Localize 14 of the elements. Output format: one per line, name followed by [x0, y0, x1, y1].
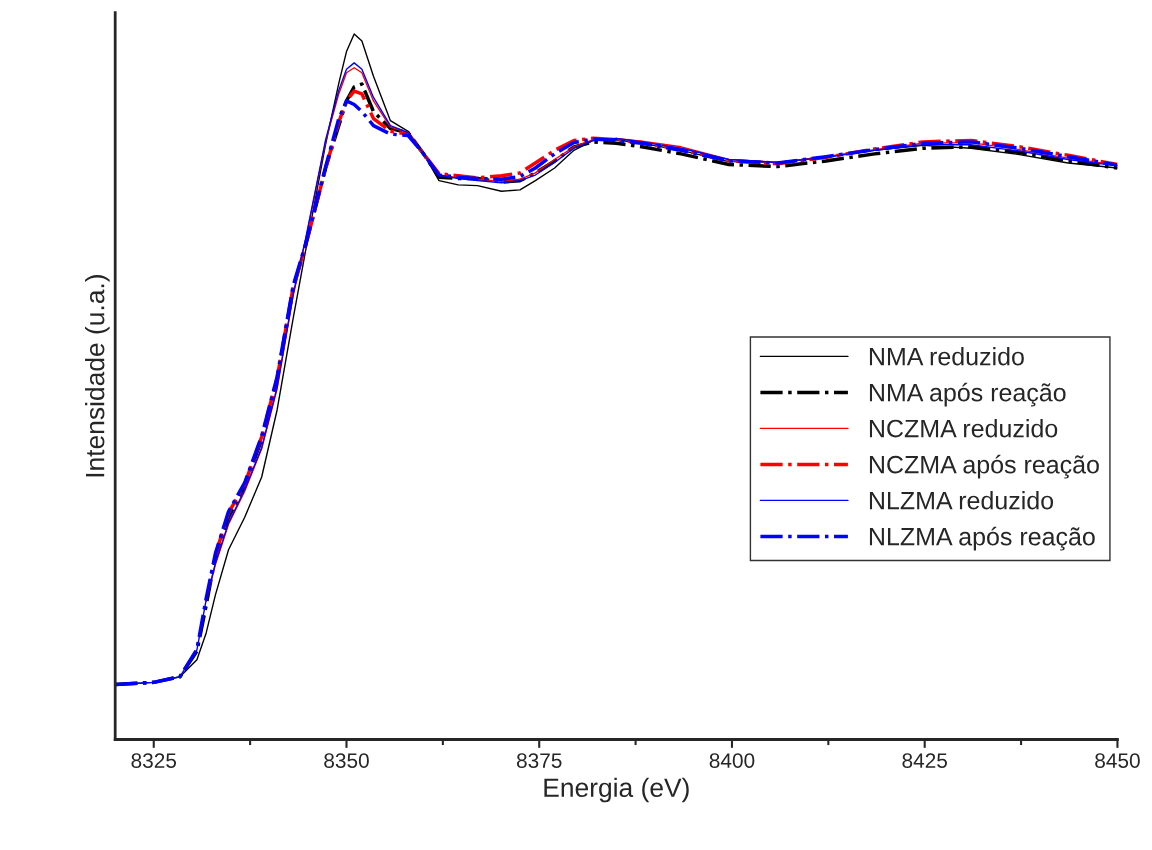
x-axis-title: Energia (eV): [544, 777, 689, 803]
x-tick-label: 8375: [516, 753, 562, 768]
x-tick-label: 8325: [131, 753, 177, 768]
x-tick-label: 8400: [709, 753, 755, 768]
x-tick-label: 8450: [1095, 753, 1140, 768]
legend-label: NLZMA reduzido: [869, 491, 1054, 510]
legend-label: NLZMA após reação: [869, 526, 1095, 551]
legend-label: NMA reduzido: [869, 347, 1024, 366]
x-tick-label: 8425: [902, 753, 947, 768]
y-axis-title: Intensidade (u.a.): [85, 275, 110, 477]
legend-label: NMA após reação: [869, 382, 1066, 407]
legend-label: NCZMA após reação: [869, 454, 1099, 479]
legend-label: NCZMA reduzido: [869, 419, 1058, 438]
x-tick-label: 8350: [324, 753, 369, 768]
